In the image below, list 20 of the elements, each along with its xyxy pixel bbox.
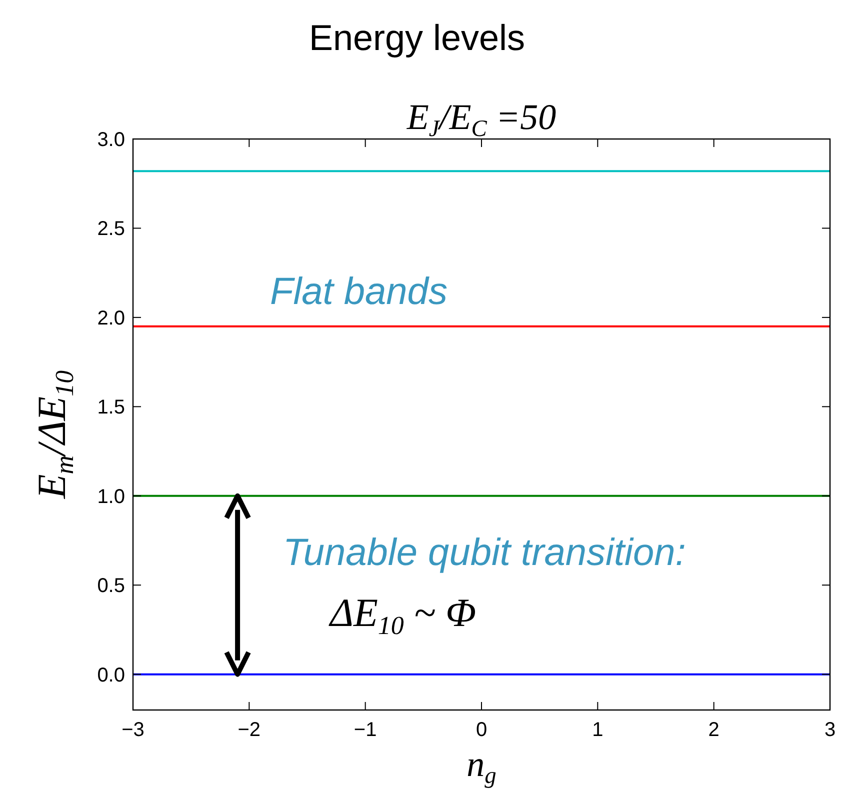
x-tick-label: 0 bbox=[476, 719, 488, 741]
chart-subtitle: E$_{J}$/E$_{C}$ =50 bbox=[406, 97, 556, 142]
x-tick-label: 1 bbox=[592, 719, 604, 741]
chart-title: Energy levels bbox=[308, 17, 526, 58]
x-tick-label: −2 bbox=[238, 719, 261, 741]
x-tick-label: 2 bbox=[708, 719, 720, 741]
annotation: ΔE$_{10}$ ~ Φ bbox=[328, 590, 476, 640]
y-tick-label: 1.0 bbox=[97, 486, 125, 508]
x-tick-label: −3 bbox=[122, 719, 144, 741]
annotation: Flat bands bbox=[270, 271, 448, 313]
annotation: Tunable qubit transition: bbox=[283, 532, 686, 574]
x-tick-label: −1 bbox=[354, 719, 377, 741]
x-tick-label: 3 bbox=[824, 719, 836, 741]
y-tick-label: 0.5 bbox=[97, 575, 125, 598]
x-axis-title: n$_{g}$ bbox=[466, 744, 497, 789]
y-tick-label: 0.0 bbox=[97, 664, 125, 686]
y-tick-label: 2.5 bbox=[97, 218, 125, 240]
y-tick-label: 2.0 bbox=[97, 307, 125, 330]
y-tick-label: 3.0 bbox=[97, 129, 125, 151]
y-tick-label: 1.5 bbox=[97, 396, 125, 419]
